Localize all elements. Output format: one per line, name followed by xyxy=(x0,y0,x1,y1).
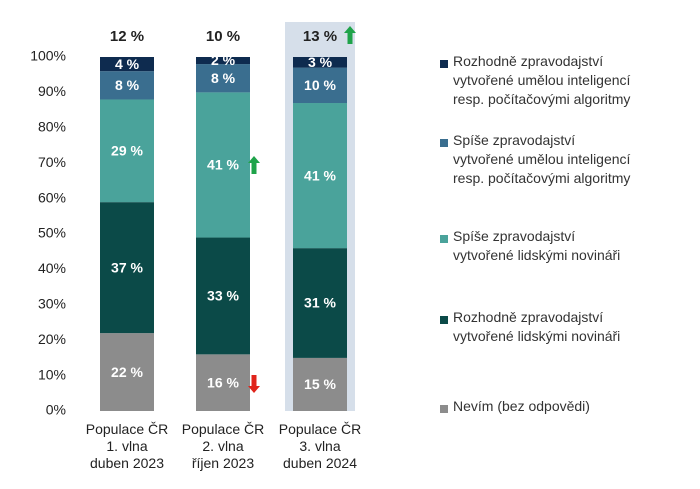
y-tick-label: 90% xyxy=(38,83,66,99)
trend-arrow xyxy=(248,156,260,174)
y-tick-label: 50% xyxy=(38,225,66,241)
data-label: 41 % xyxy=(207,157,239,173)
bar-segment xyxy=(293,248,347,358)
legend-swatch xyxy=(440,235,448,243)
bar-segment xyxy=(293,67,347,104)
y-tick-label: 40% xyxy=(38,260,66,276)
bar-segment xyxy=(100,202,154,334)
data-label: 10 % xyxy=(304,77,336,93)
legend-swatch xyxy=(440,139,448,147)
legend-label: Nevím (bez odpovědi) xyxy=(453,398,590,414)
bar-segment xyxy=(293,103,347,249)
y-tick-label: 10% xyxy=(38,366,66,382)
data-label: 37 % xyxy=(111,259,143,275)
data-label: 4 % xyxy=(115,56,140,72)
data-label: 31 % xyxy=(304,295,336,311)
legend-label: Rozhodně zpravodajství vytvořené umělou … xyxy=(453,53,631,107)
y-tick-label: 80% xyxy=(38,119,66,135)
x-tick-label: Populace ČR 1. vlna duben 2023 xyxy=(85,421,169,471)
bar-segment xyxy=(196,237,250,355)
bar-segment xyxy=(100,57,154,72)
legend-swatch xyxy=(440,60,448,68)
bar-segment xyxy=(293,57,347,68)
bar-segment xyxy=(100,71,154,100)
legend-label: Spíše zpravodajství vytvořené umělou int… xyxy=(453,132,631,186)
top-label: 10 % xyxy=(206,28,240,45)
legend-label: Spíše zpravodajství vytvořené lidskými n… xyxy=(453,228,621,263)
data-label: 3 % xyxy=(308,54,333,70)
y-tick-label: 30% xyxy=(38,296,66,312)
legend-swatch xyxy=(440,405,448,413)
y-tick-label: 60% xyxy=(38,189,66,205)
x-tick-label: Populace ČR 2. vlna říjen 2023 xyxy=(181,421,265,471)
bar-segment xyxy=(100,333,154,411)
top-label: 12 % xyxy=(110,28,144,45)
y-tick-label: 70% xyxy=(38,154,66,170)
x-tick-label: Populace ČR 3. vlna duben 2024 xyxy=(278,421,362,471)
data-label: 2 % xyxy=(211,52,236,68)
legend-swatch xyxy=(440,316,448,324)
top-label: 13 % xyxy=(303,28,337,45)
bar-segment xyxy=(196,354,250,411)
data-label: 41 % xyxy=(304,167,336,183)
bar-segment xyxy=(196,92,250,238)
y-tick-label: 20% xyxy=(38,331,66,347)
data-label: 15 % xyxy=(304,376,336,392)
legend-label: Rozhodně zpravodajství vytvořené lidským… xyxy=(453,309,621,344)
trend-arrow xyxy=(344,26,356,44)
data-label: 8 % xyxy=(211,70,236,86)
bar-segment xyxy=(196,57,250,65)
y-tick-label: 0% xyxy=(46,402,66,418)
bar-segment xyxy=(293,357,347,411)
data-label: 29 % xyxy=(111,143,143,159)
data-label: 33 % xyxy=(207,288,239,304)
data-label: 8 % xyxy=(115,77,140,93)
data-label: 22 % xyxy=(111,364,143,380)
bar-segment xyxy=(100,99,154,203)
y-tick-label: 100% xyxy=(30,48,66,64)
trend-arrow xyxy=(248,375,260,393)
bar-segment xyxy=(196,64,250,93)
data-label: 16 % xyxy=(207,374,239,390)
